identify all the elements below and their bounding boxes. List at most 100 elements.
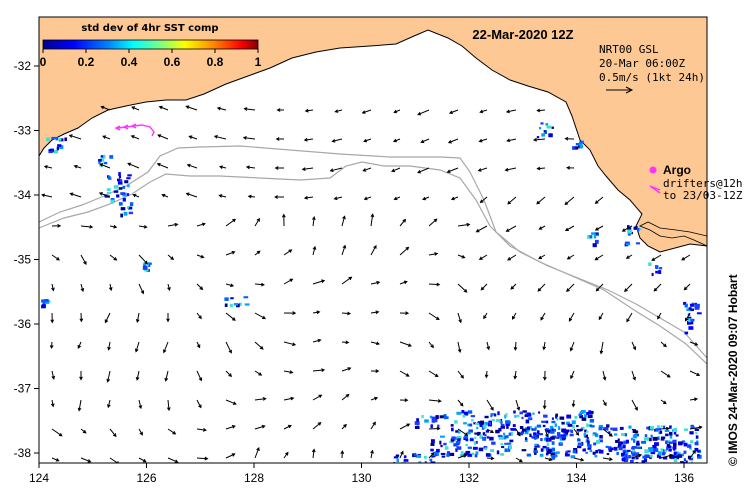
current-arrow (542, 341, 546, 351)
sst-patch-cell (233, 303, 239, 306)
sst-patch-cell (581, 417, 587, 421)
current-arrow (457, 399, 464, 407)
sst-patch-cell (41, 304, 46, 309)
sst-patch-cell (558, 426, 561, 430)
sst-patch-cell (443, 416, 449, 420)
current-arrow (80, 428, 87, 434)
sst-patch-cell (566, 421, 571, 425)
sst-patch-cell (497, 411, 500, 416)
legend-tick-label: 0.8 (207, 55, 224, 69)
sst-patch-cell (625, 243, 631, 246)
sst-patch-cell (431, 416, 436, 421)
sst-patch-cell (430, 461, 436, 463)
current-arrow (477, 167, 488, 172)
sst-patch-cell (623, 456, 629, 461)
sst-patch-cell (593, 442, 597, 446)
sst-patch-cell (652, 444, 657, 449)
sst-patch-cell (689, 321, 694, 325)
sst-patch-cell (421, 415, 424, 419)
current-arrow (135, 312, 140, 324)
current-arrow (303, 137, 314, 142)
sst-patch-cell (456, 411, 462, 415)
y-tick-label: -33 (14, 124, 32, 138)
sst-patch-cell (436, 448, 440, 453)
current-arrow (79, 312, 84, 323)
sst-patch-cell (689, 303, 694, 307)
sst-patch-cell (437, 424, 440, 428)
sst-patch-cell (533, 450, 539, 454)
current-arrow (538, 225, 546, 230)
sst-patch-cell (636, 440, 640, 445)
x-tick-label: 124 (29, 471, 49, 485)
sst-patch-cell (650, 451, 656, 455)
sst-patch-cell (696, 440, 699, 444)
sst-patch-cell (584, 414, 587, 417)
sst-patch-cell (434, 418, 438, 423)
sst-patch-cell (534, 436, 538, 440)
sst-patch-cell (618, 446, 623, 451)
sst-patch-cell (631, 437, 634, 441)
sst-patch-cell (648, 455, 653, 458)
sst-patch-cell (485, 453, 491, 457)
current-arrow (532, 137, 546, 142)
sst-patch-cell (542, 445, 547, 449)
current-arrow (138, 225, 148, 229)
sst-patch-cell (478, 447, 484, 452)
sst-patch-cell (454, 420, 458, 424)
current-arrow (283, 249, 293, 256)
sst-patch-cell (484, 415, 489, 419)
sst-patch-cell (673, 451, 677, 456)
sst-patch-cell (118, 202, 123, 206)
info-line3: 0.5m/s (1kt 24h) (599, 71, 705, 84)
current-arrow (448, 109, 459, 114)
sst-patch-cell (606, 453, 610, 456)
current-arrow (507, 254, 517, 261)
sst-patch-cell (508, 432, 512, 436)
sst-patch-cell (463, 411, 469, 416)
sst-patch-cell (465, 443, 468, 447)
y-tick-label: -34 (14, 188, 32, 202)
sst-patch-cell (504, 435, 509, 439)
sst-patch-cell (471, 419, 474, 422)
sst-patch-cell (594, 433, 599, 438)
sst-patch-cell (578, 413, 582, 417)
sst-patch-cell (430, 424, 433, 429)
sst-patch-cell (525, 437, 528, 440)
current-arrow (50, 399, 55, 408)
current-arrow (341, 367, 352, 372)
current-arrow (156, 163, 169, 169)
current-arrow (166, 399, 171, 412)
sst-patch-cell (446, 451, 451, 454)
sst-patch-cell (598, 439, 603, 443)
current-arrow (625, 254, 633, 259)
sst-patch-cell (562, 429, 567, 433)
current-arrow (329, 167, 343, 173)
current-arrow (164, 370, 169, 382)
sst-patch-cell (478, 421, 482, 425)
sst-patch-cell (51, 136, 56, 140)
sst-patch-cell (465, 450, 471, 454)
sst-patch-cell (676, 455, 680, 460)
current-arrow (660, 370, 671, 378)
current-arrow (486, 341, 491, 351)
sst-patch-cell (621, 452, 625, 457)
sst-patch-cell (44, 299, 49, 302)
sst-patch-cell (647, 455, 650, 458)
sst-patch-cell (439, 415, 444, 419)
sst-patch-cell (677, 454, 683, 458)
current-arrow (428, 399, 442, 403)
sst-patch-cell (677, 452, 681, 457)
sst-patch-cell (695, 432, 698, 435)
sst-patch-cell (543, 437, 547, 441)
current-arrow (447, 138, 459, 144)
sst-patch-cell (574, 415, 578, 419)
current-arrow (196, 456, 209, 461)
sst-patch-cell (551, 417, 554, 420)
current-arrow (225, 312, 236, 321)
sst-patch-cell (626, 227, 632, 230)
current-arrow (254, 341, 264, 350)
sst-patch-cell (589, 449, 593, 453)
sst-patch-cell (696, 312, 702, 315)
current-arrow (689, 370, 701, 376)
sst-patch-cell (673, 432, 677, 435)
